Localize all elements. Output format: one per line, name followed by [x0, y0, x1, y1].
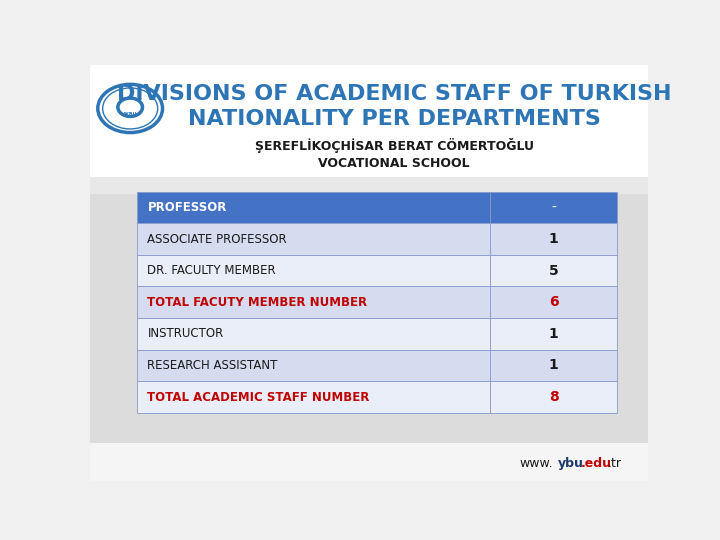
Bar — [138, 192, 490, 223]
Text: 6: 6 — [549, 295, 559, 309]
Bar — [138, 255, 490, 286]
Text: PROFESSOR: PROFESSOR — [148, 201, 227, 214]
Text: INSTRUCTOR: INSTRUCTOR — [148, 327, 224, 340]
Bar — [90, 65, 648, 177]
Text: 8: 8 — [549, 390, 559, 404]
Text: NATIONALITY PER DEPARTMENTS: NATIONALITY PER DEPARTMENTS — [188, 109, 600, 129]
Text: .edu: .edu — [581, 457, 612, 470]
Bar — [138, 223, 490, 255]
Text: .tr: .tr — [608, 457, 622, 470]
Bar — [490, 192, 617, 223]
Circle shape — [103, 88, 158, 129]
Bar — [90, 194, 648, 443]
Text: RESEARCH ASSISTANT: RESEARCH ASSISTANT — [148, 359, 278, 372]
Bar — [490, 349, 617, 381]
Bar — [138, 286, 490, 318]
Text: www.: www. — [520, 457, 553, 470]
Text: VOCATIONAL SCHOOL: VOCATIONAL SCHOOL — [318, 157, 470, 170]
Text: 5: 5 — [549, 264, 559, 278]
Bar — [138, 318, 490, 349]
Bar — [138, 381, 490, 413]
Text: 1: 1 — [549, 359, 559, 373]
Text: TOTAL ACADEMIC STAFF NUMBER: TOTAL ACADEMIC STAFF NUMBER — [148, 390, 370, 403]
Text: 1: 1 — [549, 232, 559, 246]
Text: TOTAL FACUTY MEMBER NUMBER: TOTAL FACUTY MEMBER NUMBER — [148, 296, 368, 309]
Text: -: - — [552, 200, 556, 214]
Text: DIVISIONS OF ACADEMIC STAFF OF TURKISH: DIVISIONS OF ACADEMIC STAFF OF TURKISH — [117, 84, 671, 104]
Bar — [490, 318, 617, 349]
Text: 1: 1 — [549, 327, 559, 341]
Bar — [490, 286, 617, 318]
Bar — [490, 223, 617, 255]
Text: ŞEREFLİKOÇHİSAR BERAT CÖMERTOĞLU: ŞEREFLİKOÇHİSAR BERAT CÖMERTOĞLU — [255, 138, 534, 153]
Bar — [138, 349, 490, 381]
Bar — [90, 173, 648, 443]
Text: ybu: ybu — [557, 457, 583, 470]
Text: DR. FACULTY MEMBER: DR. FACULTY MEMBER — [148, 264, 276, 277]
Text: ASSOCIATE PROFESSOR: ASSOCIATE PROFESSOR — [148, 233, 287, 246]
Bar — [490, 255, 617, 286]
Bar — [490, 381, 617, 413]
Text: AYBU: AYBU — [123, 112, 138, 117]
Bar — [90, 443, 648, 481]
